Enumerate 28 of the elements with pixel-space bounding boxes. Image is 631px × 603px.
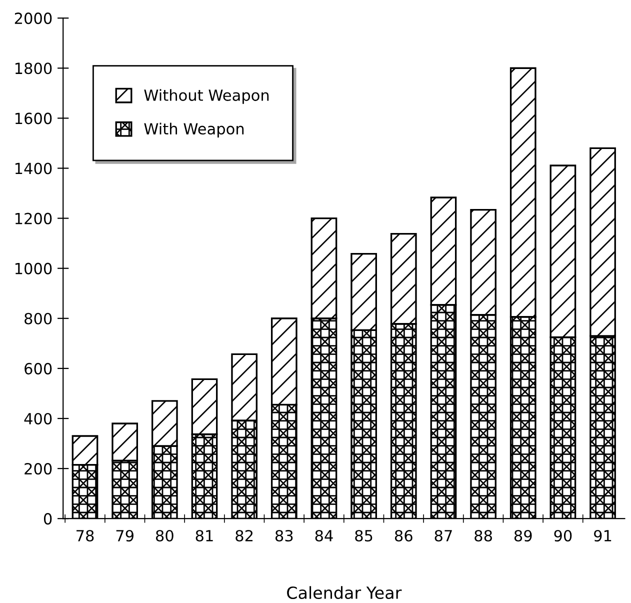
- y-tick-label: 1400: [15, 162, 52, 174]
- y-tick-label: 2000: [14, 12, 52, 24]
- x-tick-label: 81: [196, 530, 213, 542]
- legend-label: Without Weapon: [144, 89, 269, 104]
- y-tick-label: 800: [24, 312, 52, 324]
- y-tick-label: 200: [24, 462, 52, 475]
- y-tick-label: 1800: [15, 62, 52, 74]
- y-tick-label: 400: [24, 412, 52, 425]
- x-tick-label: 85: [355, 530, 372, 542]
- x-tick-label: 79: [116, 530, 134, 542]
- x-tick-label: 91: [594, 530, 612, 542]
- y-tick-label: 1600: [15, 112, 52, 124]
- x-tick-label: 89: [514, 530, 532, 542]
- x-tick-label: 86: [394, 530, 412, 542]
- x-tick-label: 90: [554, 530, 572, 542]
- y-tick-label: 1200: [15, 212, 52, 224]
- x-tick-label: 84: [315, 530, 333, 542]
- y-tick-label: 0: [44, 513, 52, 525]
- legend-label: With Weapon: [144, 122, 244, 138]
- x-tick-label: 80: [156, 530, 174, 542]
- y-tick-label: 600: [24, 362, 52, 374]
- x-tick-label: 83: [275, 530, 293, 542]
- x-axis-title: Calendar Year: [287, 586, 402, 600]
- x-tick-label: 87: [434, 530, 452, 542]
- x-tick-label: 82: [236, 530, 253, 542]
- y-tick-label: 1000: [15, 262, 52, 274]
- x-tick-label: 78: [76, 530, 94, 542]
- x-tick-label: 88: [474, 530, 492, 542]
